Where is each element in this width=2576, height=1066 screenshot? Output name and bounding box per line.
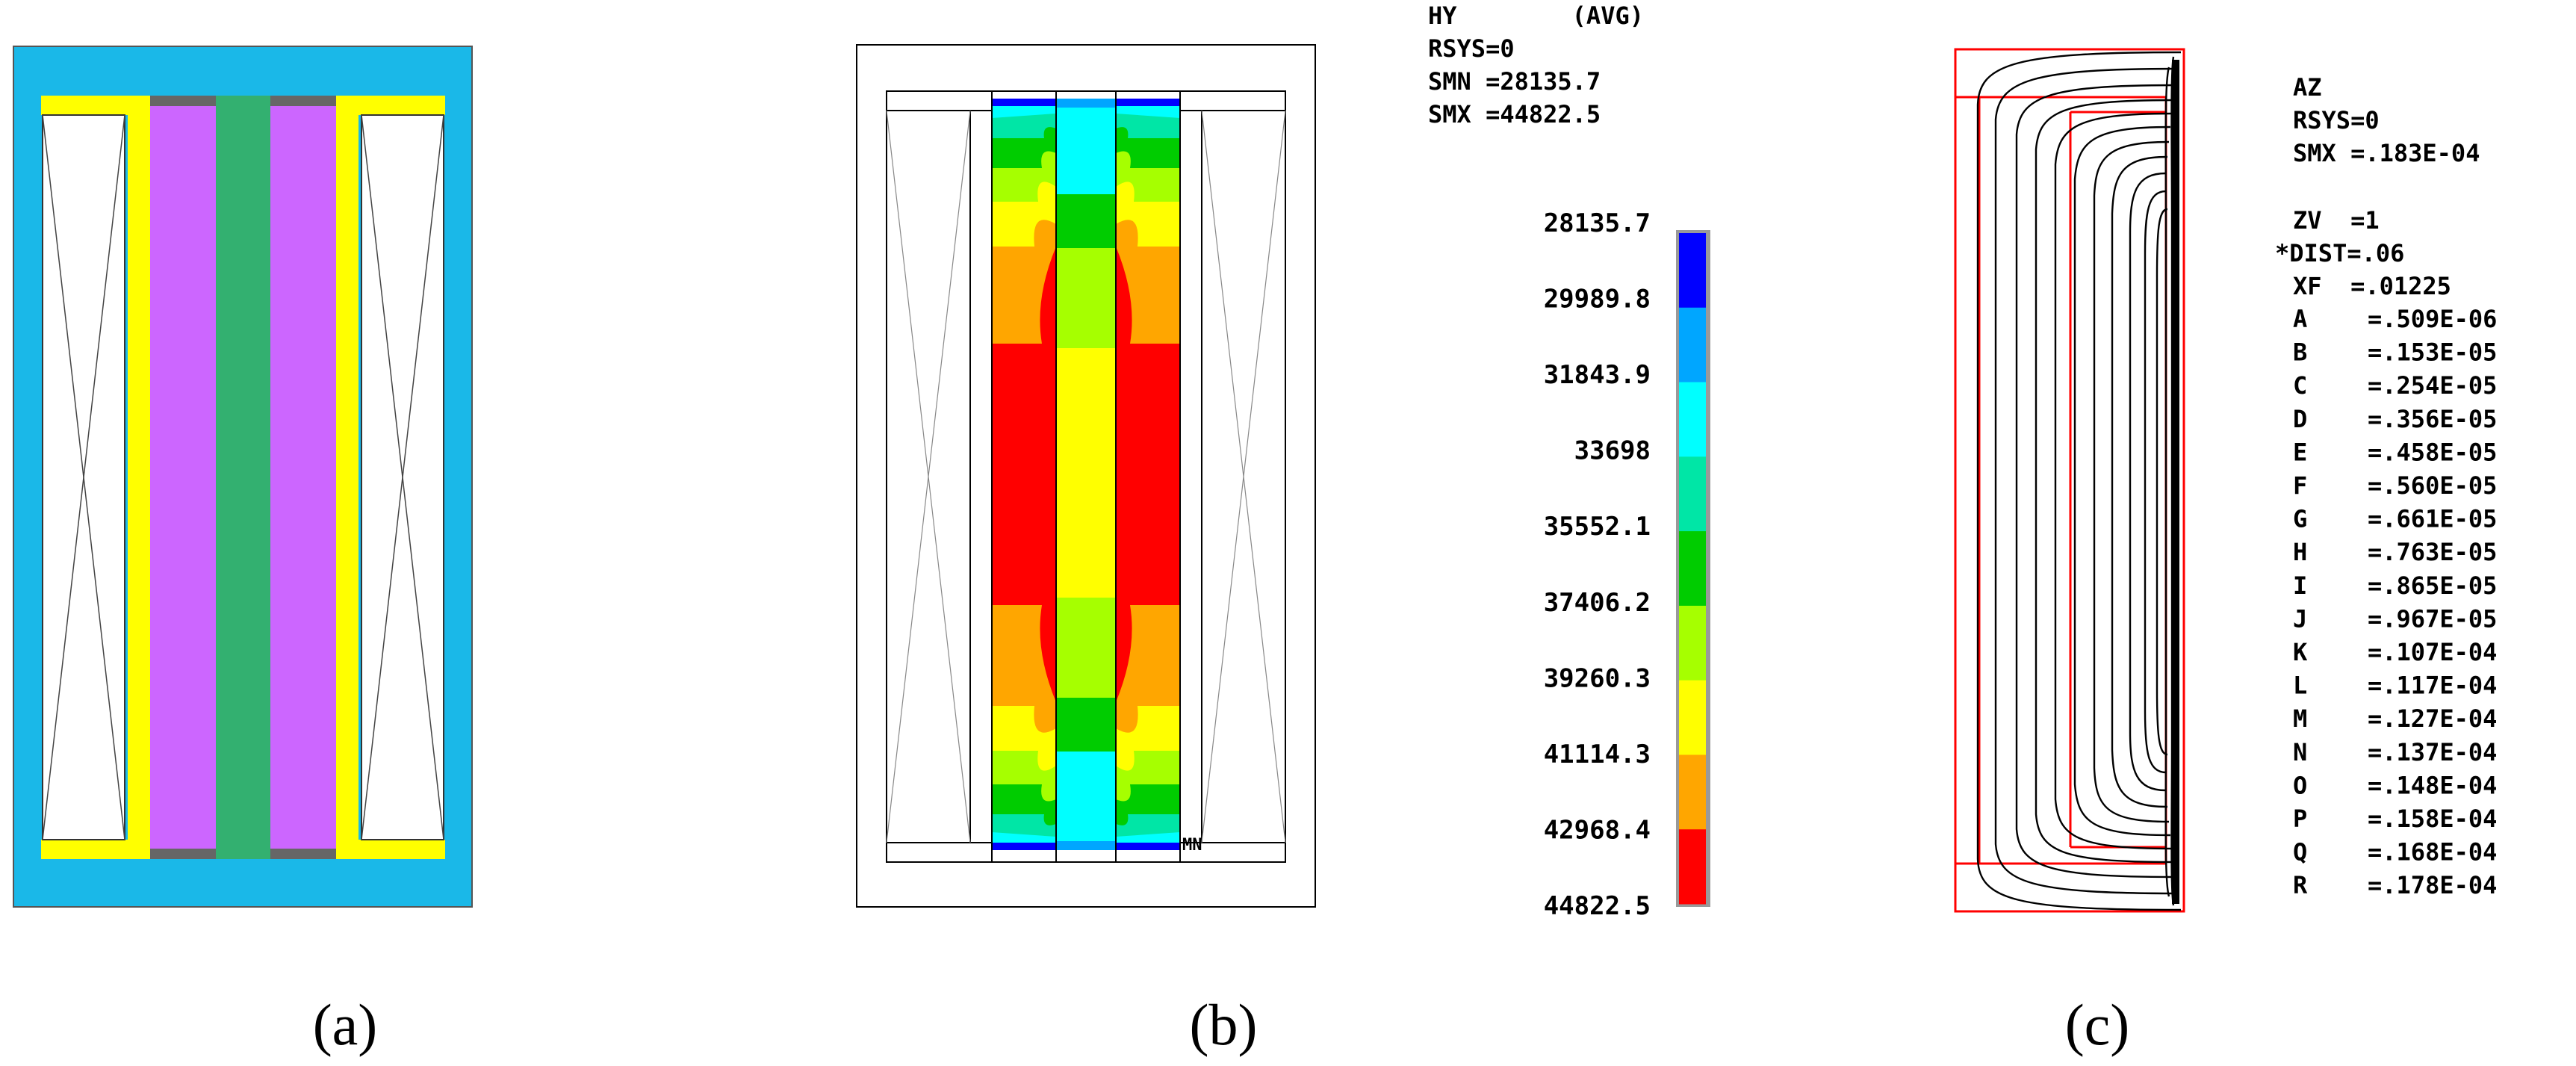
contour-key: E [2293, 438, 2307, 466]
panel-c-contour [1954, 48, 2185, 913]
legend-swatch [1679, 754, 1706, 830]
legend-label: 28135.7 [1544, 208, 1651, 238]
az-label: AZ [2293, 73, 2322, 102]
inner-red-outline [1954, 96, 2167, 865]
header-line-3: SMN =28135.7 [1428, 67, 1601, 96]
dense-flux-band [2172, 60, 2179, 904]
legend-swatch [1679, 531, 1706, 607]
contour-value: =.763E-05 [2368, 538, 2497, 566]
contour-key: C [2293, 371, 2307, 400]
legend-label: 39260.3 [1544, 663, 1651, 693]
right-yoke-bar [336, 96, 359, 859]
contour-value: =.509E-06 [2368, 305, 2497, 333]
contour-value: =.117E-04 [2368, 672, 2497, 700]
caption-a: (a) [313, 992, 378, 1057]
contour-key: H [2293, 538, 2307, 566]
legend-swatch [1679, 456, 1706, 532]
contour-key: L [2293, 672, 2307, 700]
panel-a-geometry [13, 46, 473, 908]
right-coil [361, 114, 444, 840]
contour-value: =.178E-04 [2368, 871, 2497, 899]
contour-key: R [2293, 871, 2308, 899]
contour-level-legend: A =.509E-06 B =.153E-05 C =.254E-05 D =.356E-05… [2293, 305, 2497, 899]
contour-key: F [2293, 471, 2307, 500]
left-coil [42, 114, 125, 840]
header-line-2: RSYS=0 [1428, 34, 1515, 63]
legend-label: 29989.8 [1544, 285, 1651, 314]
panel-b-header: HY (AVG) RSYS=0 SMN =28135.7 SMX =44822.… [1428, 1, 1644, 128]
legend-label: 37406.2 [1544, 588, 1651, 618]
legend-label: 35552.1 [1544, 512, 1651, 542]
legend-swatch [1679, 307, 1706, 383]
contour-value: =.254E-05 [2368, 371, 2497, 400]
legend-label: 33698 [1574, 436, 1651, 466]
param-dist: *DIST=.06 [2275, 239, 2404, 267]
caption-b: (b) [1190, 992, 1258, 1057]
panel-b-field: MN [856, 44, 1316, 908]
contour-value: =.967E-05 [2368, 604, 2497, 633]
core [216, 96, 270, 859]
contour-key: D [2293, 405, 2307, 433]
rsys-label: RSYS=0 [2293, 106, 2380, 134]
legend-label: 44822.5 [1544, 891, 1651, 921]
legend-swatch [1679, 829, 1706, 905]
contour-value: =.153E-05 [2368, 338, 2497, 367]
flux-lines [1976, 51, 2182, 911]
contour-value: =.137E-04 [2368, 738, 2497, 766]
contour-key: B [2293, 338, 2307, 367]
contour-key: I [2293, 571, 2307, 600]
contour-value: =.107E-04 [2368, 638, 2497, 666]
param-zv: ZV =1 [2293, 206, 2380, 235]
contour-value: =.458E-05 [2368, 438, 2497, 466]
legend-swatch [1679, 382, 1706, 457]
field-contour [991, 91, 1181, 862]
contour-value: =.127E-04 [2368, 704, 2497, 733]
contour-value: =.661E-05 [2368, 505, 2497, 533]
panel-c-header: AZ RSYS=0 SMX =.183E-04 ZV =1 *DIST=.06 … [2275, 73, 2480, 300]
contour-value: =.158E-04 [2368, 805, 2497, 833]
legend-swatch [1679, 605, 1706, 681]
caption-c: (c) [2065, 992, 2130, 1057]
panel-b-legend: 28135.7 29989.8 31843.9 33698 35552.1 37406.2… [1544, 208, 1710, 921]
contour-key: K [2293, 638, 2308, 666]
contour-value: =.148E-04 [2368, 771, 2497, 799]
left-yoke-bar [128, 96, 150, 859]
contour-key: N [2293, 738, 2307, 766]
right-magnet [270, 106, 336, 849]
smx-label: SMX =.183E-04 [2293, 139, 2480, 167]
param-xf: XF =.01225 [2293, 272, 2451, 300]
legend-swatches [1679, 233, 1706, 905]
contour-value: =.865E-05 [2368, 571, 2497, 600]
contour-value: =.356E-05 [2368, 405, 2497, 433]
legend-label: 42968.4 [1544, 815, 1651, 845]
contour-key: M [2293, 704, 2307, 733]
legend-label: 31843.9 [1544, 360, 1651, 390]
contour-key: O [2293, 771, 2307, 799]
node-marker: MN [1182, 836, 1202, 855]
header-line-4: SMX =44822.5 [1428, 100, 1601, 128]
legend-label: 41114.3 [1544, 740, 1651, 769]
left-coil-b [886, 110, 971, 843]
contour-key: G [2293, 505, 2307, 533]
contour-key: J [2293, 604, 2307, 633]
contour-value: =.168E-04 [2368, 838, 2497, 867]
left-magnet [150, 106, 216, 849]
legend-swatch [1679, 233, 1706, 309]
contour-value: =.560E-05 [2368, 471, 2497, 500]
contour-key: Q [2293, 838, 2307, 867]
legend-swatch [1679, 680, 1706, 755]
legend-labels: 28135.7 29989.8 31843.9 33698 35552.1 37406.2… [1544, 208, 1651, 921]
header-line-1: HY (AVG) [1428, 1, 1644, 30]
contour-key: A [2293, 305, 2307, 333]
right-coil-b [1201, 110, 1286, 843]
contour-key: P [2293, 805, 2307, 833]
